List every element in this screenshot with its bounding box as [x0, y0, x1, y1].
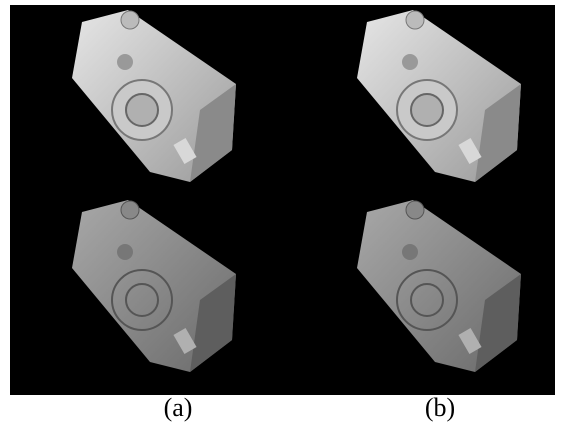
figure: (a) (b): [0, 0, 564, 425]
page: {"captions": ["(a)", "(b)"]}: [0, 0, 564, 425]
caption: (b): [425, 393, 455, 422]
caption: (a): [164, 393, 193, 422]
